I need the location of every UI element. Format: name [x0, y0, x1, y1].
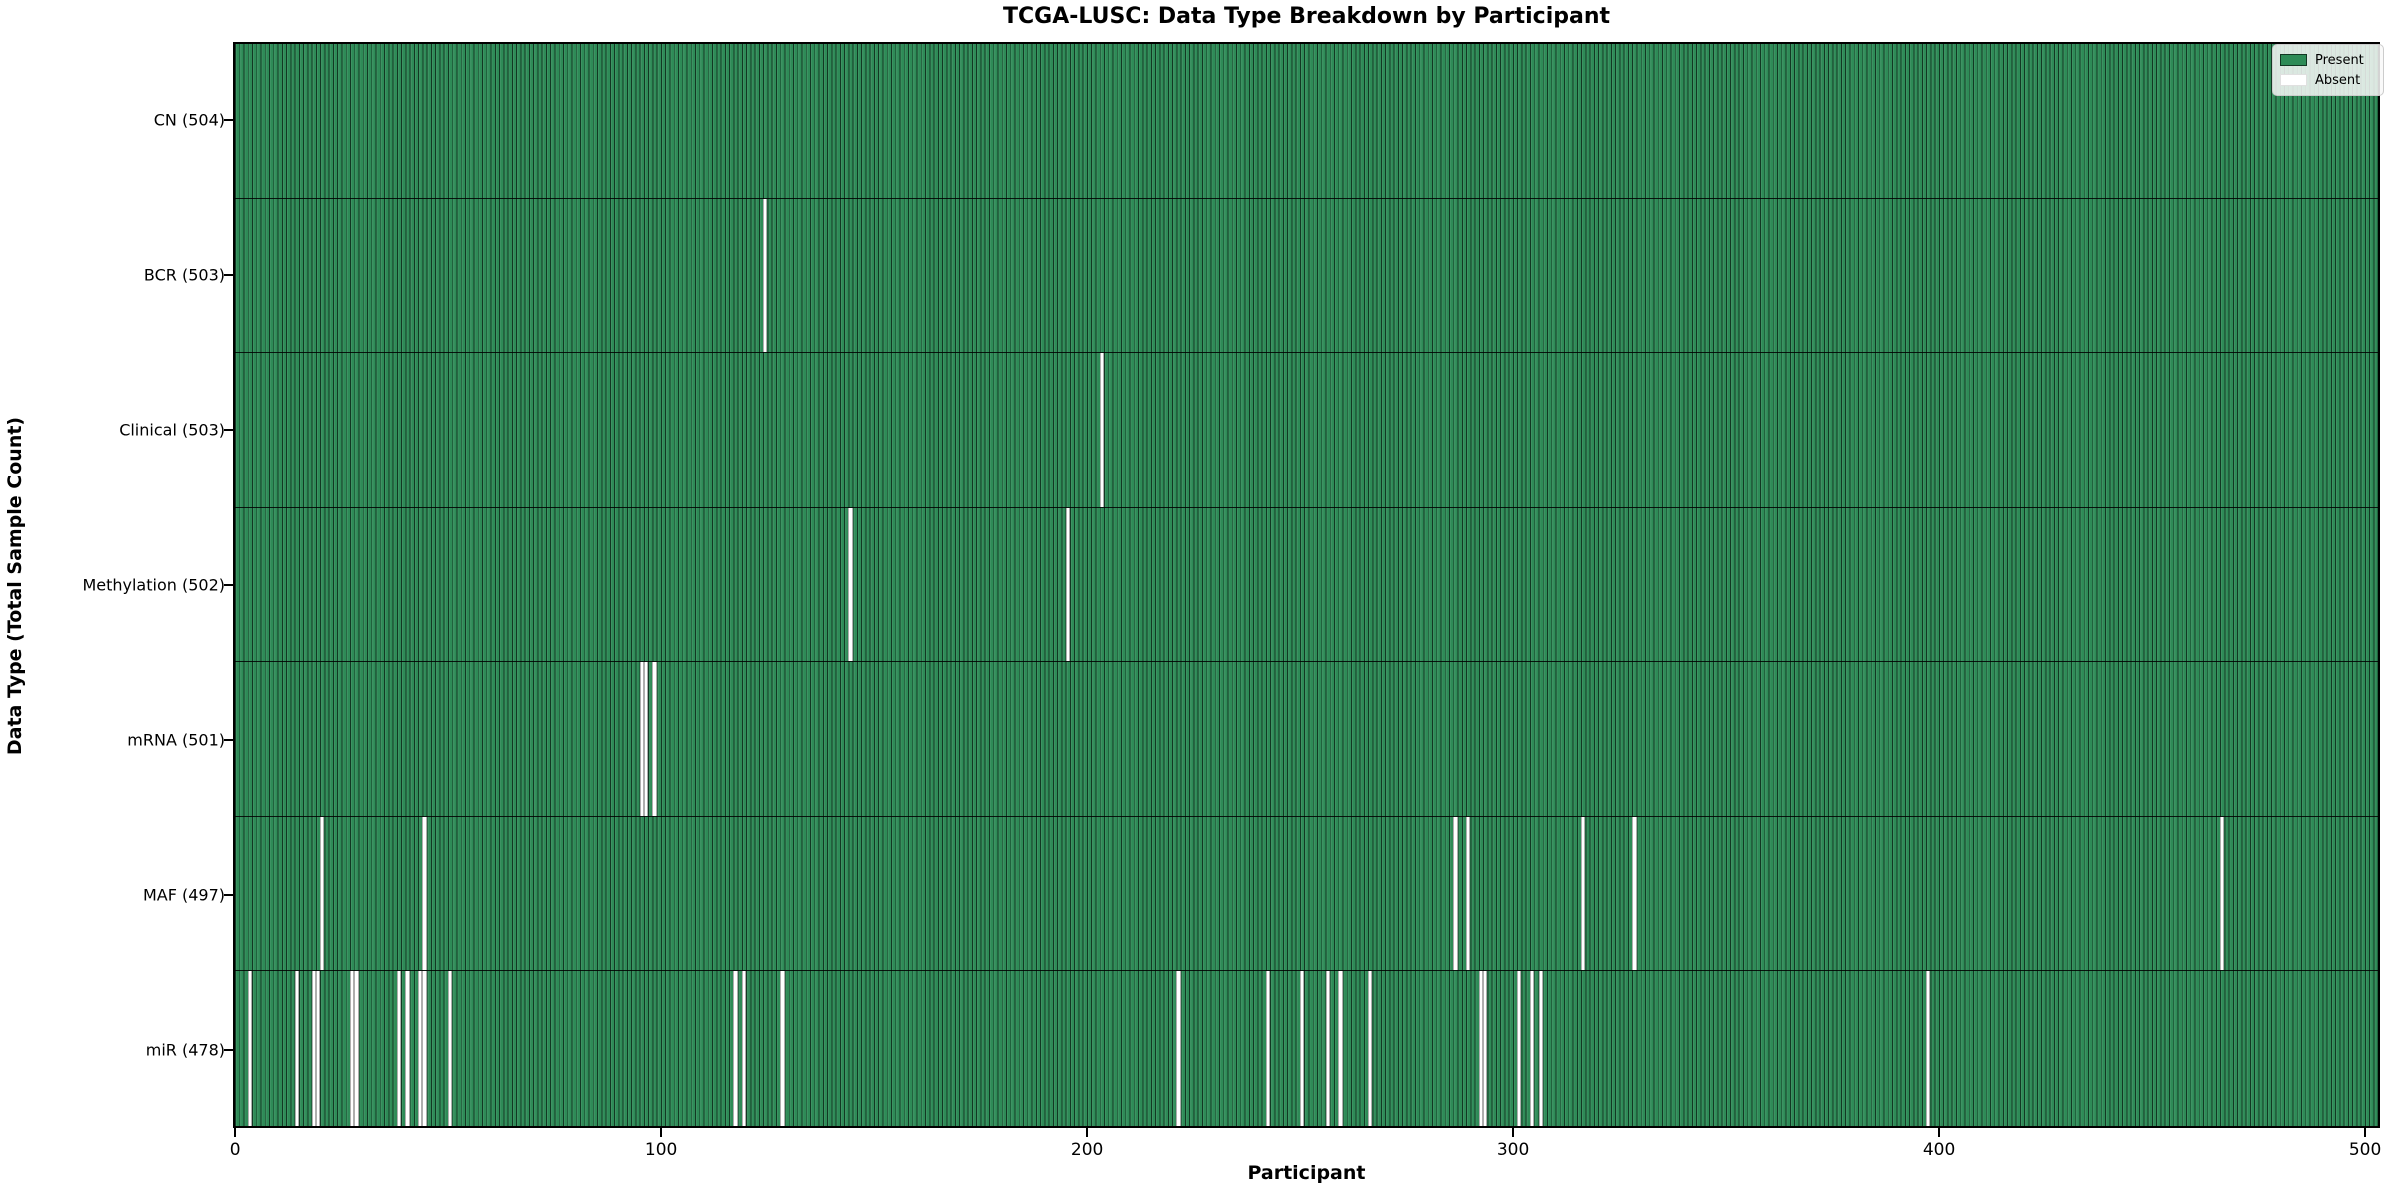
plot-area — [233, 42, 2380, 1128]
x-tick-label-400: 400 — [1922, 1140, 1956, 1160]
absent-bar — [422, 971, 427, 1126]
y-tick-mark — [224, 584, 233, 586]
absent-bar — [350, 971, 355, 1126]
absent-bar — [1581, 816, 1586, 971]
absent-bar — [396, 971, 402, 1126]
absent-bar — [1466, 816, 1471, 971]
heat-row-cn — [235, 44, 2378, 199]
legend-label-present: Present — [2315, 52, 2364, 68]
y-tick-mark — [224, 428, 233, 431]
y-tick-label-mir: miR (478) — [145, 1040, 225, 1060]
x-tick-label-0: 0 — [229, 1140, 241, 1160]
y-tick-label-clinical: Clinical (503) — [119, 420, 225, 440]
legend-entry-present: Present — [2280, 50, 2376, 70]
absent-bar — [763, 198, 768, 353]
x-tick-label-500: 500 — [2348, 1140, 2382, 1160]
absent-bar — [1299, 971, 1305, 1126]
legend-entry-absent: Absent — [2280, 70, 2376, 90]
absent-bar — [247, 971, 253, 1126]
absent-bar — [354, 971, 359, 1126]
legend-label-absent: Absent — [2315, 72, 2361, 88]
heat-row-clinical — [235, 353, 2378, 508]
x-tick-mark — [1086, 1128, 1089, 1137]
absent-bar — [294, 971, 299, 1126]
absent-bar — [1265, 971, 1271, 1126]
absent-bar — [1176, 971, 1181, 1126]
legend: Present Absent — [2272, 44, 2384, 96]
x-tick-mark — [1938, 1128, 1941, 1137]
absent-bar — [1478, 971, 1484, 1126]
x-tick-mark — [2364, 1128, 2367, 1137]
heat-row-bcr — [235, 198, 2378, 354]
y-tick-mark — [224, 894, 233, 897]
absent-bar — [1099, 353, 1104, 507]
y-tick-mark — [224, 273, 233, 276]
absent-bar — [447, 971, 453, 1126]
absent-bar — [311, 971, 316, 1126]
absent-bar — [733, 971, 738, 1126]
heat-row-methylation — [235, 507, 2378, 663]
y-tick-mark — [224, 1049, 233, 1052]
x-tick-mark — [234, 1128, 237, 1137]
y-tick-label-methylation: Methylation (502) — [82, 575, 225, 595]
absent-bar — [315, 971, 321, 1126]
absent-bar — [418, 971, 423, 1126]
legend-swatch-absent — [2280, 74, 2307, 86]
x-axis-label: Participant — [1247, 1162, 1366, 1184]
y-tick-label-mrna: mRNA (501) — [127, 730, 225, 750]
heat-row-mir — [235, 971, 2378, 1126]
heat-row-maf — [235, 816, 2378, 972]
y-tick-mark — [224, 739, 233, 742]
absent-bar — [1453, 816, 1458, 971]
x-tick-mark — [660, 1128, 663, 1137]
absent-bar — [780, 971, 785, 1126]
y-tick-label-maf: MAF (497) — [142, 885, 225, 905]
absent-bar — [2220, 816, 2225, 971]
x-tick-label-100: 100 — [644, 1140, 678, 1160]
absent-bar — [1926, 971, 1931, 1126]
chart-title: TCGA-LUSC: Data Type Breakdown by Partic… — [1002, 4, 1611, 29]
x-tick-label-300: 300 — [1496, 1140, 1530, 1160]
absent-bar — [1632, 816, 1637, 971]
absent-bar — [1338, 971, 1343, 1126]
absent-bar — [639, 662, 644, 816]
absent-bar — [643, 662, 649, 816]
y-tick-label-bcr: BCR (503) — [143, 265, 225, 285]
absent-bar — [652, 662, 657, 816]
absent-bar — [848, 507, 853, 662]
absent-bar — [1538, 971, 1543, 1126]
x-tick-mark — [1512, 1128, 1515, 1137]
absent-bar — [1517, 971, 1522, 1126]
absent-bar — [1483, 971, 1488, 1126]
absent-bar — [1530, 971, 1535, 1126]
absent-bar — [741, 971, 747, 1126]
absent-bar — [405, 971, 410, 1126]
absent-bar — [320, 816, 325, 971]
absent-bar — [1368, 971, 1373, 1126]
y-tick-label-cn: CN (504) — [153, 110, 225, 130]
x-tick-label-200: 200 — [1070, 1140, 1104, 1160]
y-tick-mark — [224, 118, 233, 121]
absent-bar — [1325, 971, 1330, 1126]
heat-row-mrna — [235, 662, 2378, 817]
legend-swatch-present — [2280, 54, 2307, 66]
absent-bar — [1065, 507, 1070, 662]
absent-bar — [422, 816, 427, 971]
